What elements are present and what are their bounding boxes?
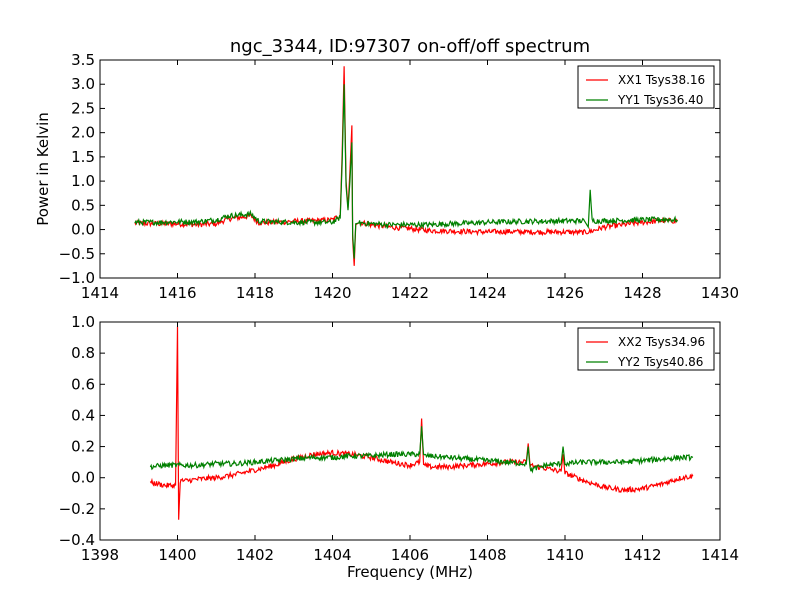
top-y-tick-label: 3.5 [71, 51, 95, 69]
top-plot-lines [134, 66, 678, 266]
top-x-tick-label: 1426 [546, 284, 584, 302]
y-axis-label: Power in Kelvin [34, 112, 52, 226]
top-y-tick-label: 1.5 [71, 148, 95, 166]
top-x-tick-label: 1424 [468, 284, 506, 302]
bottom-x-tick-label: 1400 [158, 546, 196, 564]
top-plot-frame [99, 59, 721, 279]
top-legend: XX1 Tsys38.16 YY1 Tsys36.40 [577, 65, 715, 109]
x-axis-label: Frequency (MHz) [347, 563, 473, 581]
bottom-y-tick-label: 0.0 [71, 469, 95, 487]
top-x-tick-label: 1422 [391, 284, 429, 302]
top-y-tick-label: 0.5 [71, 196, 95, 214]
bottom-legend-label-2: YY2 Tsys40.86 [617, 355, 703, 369]
top-x-tick-label: 1416 [158, 284, 196, 302]
bottom-x-tick-label: 1402 [236, 546, 274, 564]
top-subplot: 1414 1416 1418 1420 1422 1424 1426 1428 1430 −1.0… [59, 51, 740, 302]
bottom-x-tick-label: 1398 [81, 546, 119, 564]
bottom-legend-label-1: XX2 Tsys34.96 [618, 335, 705, 349]
bottom-x-tick-label: 1408 [468, 546, 506, 564]
bottom-y-tick-label: 0.6 [71, 375, 95, 393]
top-y-tick-label: 2.0 [71, 124, 95, 142]
bottom-y-tick-label: −0.2 [59, 500, 95, 518]
top-y-tick-label: −0.5 [59, 245, 95, 263]
bottom-subplot: 1398 1400 1402 1404 1406 1408 1410 1412 1414 −0.4… [59, 313, 740, 564]
bottom-x-tick-label: 1410 [546, 546, 584, 564]
bottom-axis-ticks: 1398 1400 1402 1404 1406 1408 1410 1412 1414 −0.4… [59, 313, 740, 564]
top-series-line-2 [134, 84, 678, 259]
bottom-legend: XX2 Tsys34.96 YY2 Tsys40.86 [577, 327, 715, 371]
top-x-tick-label: 1418 [236, 284, 274, 302]
top-legend-label-1: XX1 Tsys38.16 [618, 73, 705, 87]
top-y-tick-label: 0.0 [71, 221, 95, 239]
top-x-tick-label: 1414 [81, 284, 119, 302]
bottom-x-tick-label: 1414 [701, 546, 739, 564]
bottom-plot-lines [149, 326, 694, 520]
bottom-y-tick-label: −0.4 [59, 531, 95, 549]
bottom-x-tick-label: 1404 [313, 546, 351, 564]
top-legend-box [577, 65, 715, 109]
bottom-legend-box [577, 327, 715, 371]
bottom-x-tick-label: 1406 [391, 546, 429, 564]
bottom-x-tick-label: 1412 [623, 546, 661, 564]
bottom-y-tick-label: 0.4 [71, 406, 95, 424]
bottom-plot-frame [99, 321, 721, 541]
bottom-y-tick-label: 0.8 [71, 344, 95, 362]
bottom-y-tick-label: 0.2 [71, 438, 95, 456]
top-series-line-1 [134, 66, 678, 266]
top-x-tick-label: 1428 [623, 284, 661, 302]
chart-title: ngc_3344, ID:97307 on-off/off spectrum [230, 36, 590, 57]
top-x-tick-label: 1430 [701, 284, 739, 302]
bottom-y-tick-label: 1.0 [71, 313, 95, 331]
top-y-tick-label: −1.0 [59, 269, 95, 287]
top-axis-ticks: 1414 1416 1418 1420 1422 1424 1426 1428 1430 −1.0… [59, 51, 740, 302]
top-y-tick-label: 1.0 [71, 172, 95, 190]
top-legend-label-2: YY1 Tsys36.40 [617, 93, 703, 107]
top-y-tick-label: 2.5 [71, 99, 95, 117]
top-x-tick-label: 1420 [313, 284, 351, 302]
bottom-series-line-2 [149, 426, 694, 474]
top-y-tick-label: 3.0 [71, 75, 95, 93]
